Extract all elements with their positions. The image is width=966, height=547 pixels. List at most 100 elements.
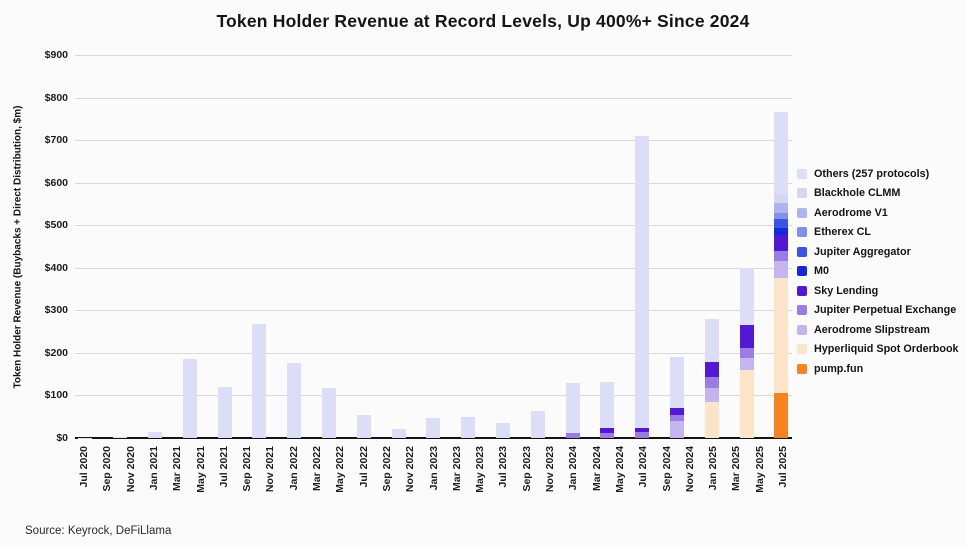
legend-item-M0: M0 — [797, 262, 959, 282]
bar-segment-Jan-2025--Aerodrome-Slipstream — [704, 388, 719, 402]
bar-segment-Apr-2025--Jupiter-Perpetual-Exchange — [739, 348, 754, 358]
legend-swatch-Jupiter-Perpetual-Exchange — [797, 305, 807, 316]
x-tick-label-Jan-2021: Jan 2021 — [147, 446, 160, 491]
x-tick-label-Mar-2022: Mar 2022 — [311, 446, 323, 491]
legend-item-Aerodrome-Slipstream: Aerodrome Slipstream — [797, 320, 959, 340]
bar-segment-Jul-2024--Jupiter-Perpetual-Exchange — [635, 431, 650, 438]
x-tick-label-Jul-2024: Jul 2024 — [637, 446, 650, 488]
bar-segment-Jul-2025--Blackhole-CLMM — [774, 194, 789, 204]
bar-segment-Apr-2022--Others-257-protocols- — [322, 387, 336, 438]
bar-segment-Jul-2025--M0 — [774, 228, 789, 235]
bar-segment-Jan-2025--Jupiter-Perpetual-Exchange — [704, 377, 719, 389]
y-tick-label-$600: $600 — [44, 176, 68, 189]
x-tick-label-Mar-2023: Mar 2023 — [450, 446, 463, 491]
bar-segment-Jan-2021--Others-257-protocols- — [148, 431, 162, 438]
legend-swatch-Blackhole-CLMM — [797, 188, 807, 199]
legend-label-Aerodrome-V1: Aerodrome V1 — [814, 206, 888, 219]
x-tick-label-Nov-2022: Nov 2022 — [404, 446, 417, 493]
bar-segment-Oct-2024--Sky-Lending — [670, 408, 684, 415]
x-tick-label-May-2021: May 2021 — [194, 446, 207, 493]
x-tick-label-Mar-2024: Mar 2024 — [590, 446, 603, 491]
y-axis-title: Token Holder Revenue (Buybacks + Direct … — [12, 105, 24, 389]
legend-item-Etherex-CL: Etherex CL — [797, 223, 959, 243]
bar-segment-Jul-2021--Others-257-protocols- — [217, 386, 232, 438]
bar-segment-Jul-2025--Aerodrome-Slipstream — [774, 261, 789, 279]
y-tick-label-$100: $100 — [44, 389, 68, 402]
x-tick-label-Sep-2022: Sep 2022 — [380, 446, 393, 492]
bar-segment-Jan-2025--Sky-Lending — [704, 361, 719, 378]
x-tick-label-Nov-2021: Nov 2021 — [264, 446, 277, 493]
bar-segment-Jul-2025--Jupiter-Aggregator — [774, 219, 789, 229]
bar-segment-Jan-2025--Others-257-protocols- — [704, 318, 719, 362]
legend-swatch-Etherex-CL — [797, 227, 807, 238]
x-axis-line — [75, 437, 792, 439]
legend-label-Blackhole-CLMM: Blackhole CLMM — [814, 187, 901, 200]
bar-segment-Oct-2023--Others-257-protocols- — [530, 410, 545, 438]
bar-segment-Apr-2025--Others-257-protocols- — [739, 267, 754, 325]
bar-segment-Jul-2025--Aerodrome-V1 — [774, 203, 789, 214]
x-tick-label-Mar-2025: Mar 2025 — [730, 446, 743, 491]
bar-segment-Jul-2025--Others-257-protocols- — [774, 112, 789, 195]
bar-segment-Jul-2025--Hyperliquid-Spot-Orderbook — [774, 278, 789, 394]
legend-label-Etherex-CL: Etherex CL — [814, 226, 871, 239]
x-tick-label-May-2023: May 2023 — [474, 446, 487, 493]
legend-item-Others-257-protocols-: Others (257 protocols) — [797, 164, 959, 184]
legend: Others (257 protocols) Blackhole CLMM Aero… — [797, 164, 959, 379]
legend-label-Aerodrome-Slipstream: Aerodrome Slipstream — [814, 323, 930, 336]
y-tick-label-$400: $400 — [44, 261, 68, 274]
legend-item-Aerodrome-V1: Aerodrome V1 — [797, 203, 959, 223]
legend-swatch-M0 — [797, 266, 807, 277]
bar-segment-Jan-2024--Jupiter-Perpetual-Exchange — [565, 432, 580, 438]
y-tick-label-$700: $700 — [44, 134, 68, 147]
bar-segment-Jul-2022--Others-257-protocols- — [356, 414, 371, 438]
legend-label-pump-fun: pump.fun — [814, 362, 864, 375]
x-tick-label-Jan-2024: Jan 2024 — [567, 446, 580, 491]
gridline-$500 — [75, 225, 792, 227]
gridline-$700 — [75, 140, 792, 142]
bar-segment-Jan-2022--Others-257-protocols- — [287, 362, 302, 438]
legend-item-Jupiter-Aggregator: Jupiter Aggregator — [797, 242, 959, 262]
bar-segment-Jul-2025--Sky-Lending — [774, 234, 789, 252]
gridline-$300 — [75, 310, 792, 312]
legend-item-Blackhole-CLMM: Blackhole CLMM — [797, 184, 959, 204]
bar-segment-Apr-2024--Sky-Lending — [600, 427, 615, 433]
legend-item-Hyperliquid-Spot-Orderbook: Hyperliquid Spot Orderbook — [797, 340, 959, 360]
bar-segment-Oct-2020--Others-257-protocols- — [113, 437, 128, 438]
y-tick-label-$900: $900 — [44, 49, 68, 61]
bar-segment-Apr-2025--Aerodrome-Slipstream — [739, 357, 754, 370]
bar-segment-Oct-2021--Others-257-protocols- — [252, 323, 267, 438]
legend-swatch-Aerodrome-Slipstream — [797, 324, 807, 335]
bar-segment-Apr-2021--Others-257-protocols- — [182, 359, 197, 438]
bar-segment-Jan-2024--Others-257-protocols- — [565, 382, 580, 433]
legend-item-Jupiter-Perpetual-Exchange: Jupiter Perpetual Exchange — [797, 301, 959, 321]
x-tick-label-Jul-2022: Jul 2022 — [357, 446, 370, 488]
y-tick-label-$500: $500 — [44, 219, 68, 232]
bar-segment-Apr-2023--Others-257-protocols- — [461, 416, 476, 438]
x-tick-label-Nov-2023: Nov 2023 — [544, 446, 556, 493]
legend-swatch-Sky-Lending — [797, 285, 807, 296]
gridline-$100 — [75, 395, 792, 397]
bar-segment-Jul-2025--Jupiter-Perpetual-Exchange — [774, 251, 789, 262]
x-tick-label-May-2025: May 2025 — [753, 446, 766, 493]
bar-segment-Jul-2023--Others-257-protocols- — [496, 422, 510, 438]
legend-label-Sky-Lending: Sky Lending — [814, 284, 879, 297]
bar-segment-Apr-2025--Hyperliquid-Spot-Orderbook — [739, 369, 754, 438]
x-tick-label-May-2024: May 2024 — [613, 446, 626, 493]
bar-segment-Jan-2023--Others-257-protocols- — [426, 417, 441, 438]
gridline-$400 — [75, 267, 792, 269]
bar-segment-Jul-2025--pump-fun — [774, 393, 789, 438]
gridline-$200 — [75, 352, 792, 354]
x-tick-label-Mar-2021: Mar 2021 — [171, 446, 184, 491]
x-tick-label-Sep-2024: Sep 2024 — [660, 446, 673, 492]
bar-segment-Oct-2024--Aerodrome-Slipstream — [670, 420, 684, 438]
x-tick-label-Nov-2024: Nov 2024 — [683, 446, 696, 493]
legend-label-Jupiter-Perpetual-Exchange: Jupiter Perpetual Exchange — [814, 304, 957, 317]
x-tick-label-May-2022: May 2022 — [334, 446, 347, 493]
y-tick-label-$0: $0 — [56, 432, 68, 444]
bar-segment-Jul-2025--Etherex-CL — [774, 213, 789, 220]
bar-segment-Apr-2024--Jupiter-Perpetual-Exchange — [600, 432, 615, 438]
legend-swatch-Aerodrome-V1 — [797, 207, 807, 218]
legend-swatch-pump-fun — [797, 363, 807, 374]
y-tick-label-$300: $300 — [44, 304, 68, 317]
x-tick-label-Jul-2021: Jul 2021 — [217, 446, 230, 488]
